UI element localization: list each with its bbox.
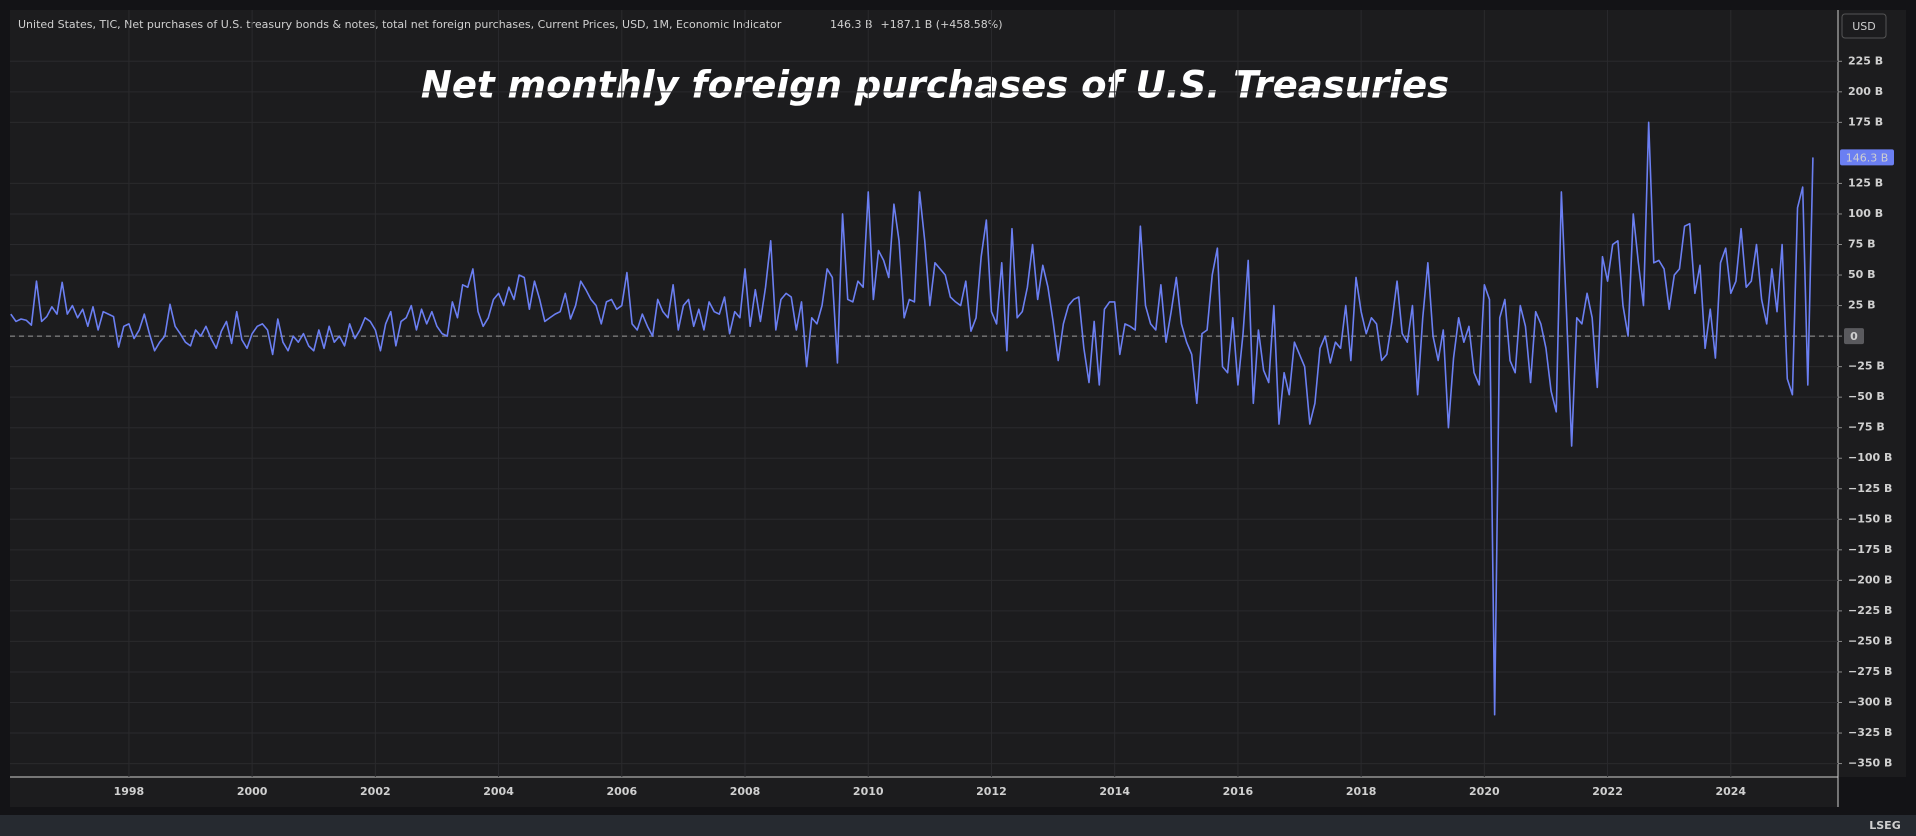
last-value-label: 146.3 B [1846,151,1889,164]
y-tick-label: 0 [1850,330,1858,343]
x-tick-label: 2004 [483,785,514,798]
y-tick-label: −225 B [1848,604,1892,617]
x-tick-label: 2012 [976,785,1007,798]
y-tick-label: −350 B [1848,757,1892,770]
price-axis-area [1838,10,1906,777]
y-tick-label: −150 B [1848,512,1892,525]
y-tick-label: 200 B [1848,85,1883,98]
y-tick-label: 175 B [1848,115,1883,128]
x-tick-label: 2018 [1346,785,1377,798]
y-tick-label: 125 B [1848,176,1883,189]
y-tick-label: −275 B [1848,665,1892,678]
y-tick-label: 25 B [1848,299,1876,312]
plot-area [10,10,1838,777]
x-tick-label: 2024 [1715,785,1746,798]
data-line [10,121,1814,716]
y-tick-label: −75 B [1848,421,1885,434]
y-tick-label: −200 B [1848,573,1892,586]
x-tick-label: 1998 [114,785,145,798]
currency-button[interactable] [1841,13,1887,39]
y-tick-label: −300 B [1848,695,1892,708]
x-tick-label: 2010 [853,785,884,798]
x-tick-label: 2016 [1223,785,1254,798]
y-tick-label: −50 B [1848,390,1885,403]
y-tick-label: −250 B [1848,634,1892,647]
y-tick-label: 75 B [1848,237,1876,250]
x-tick-label: 2006 [606,785,637,798]
y-tick-label: 50 B [1848,268,1876,281]
x-tick-label: 2008 [730,785,761,798]
series-header: United States, TIC, Net purchases of U.S… [18,18,782,31]
y-tick-label: −125 B [1848,482,1892,495]
header-last-value: 146.3 B [830,18,873,31]
x-tick-label: 2014 [1099,785,1130,798]
zero-badge [1844,328,1864,345]
last-value-badge [1840,149,1894,166]
x-tick-label: 2000 [237,785,268,798]
chart-title: Net monthly foreign purchases of U.S. Tr… [421,64,1449,107]
time-axis-area [10,777,1838,807]
currency-label[interactable]: USD [1852,20,1876,33]
x-tick-label: 2022 [1592,785,1623,798]
footer-bar [0,815,1916,836]
brand-logo: LSEG [1869,819,1900,832]
y-tick-label: −100 B [1848,451,1892,464]
x-tick-label: 2002 [360,785,391,798]
y-tick-label: −25 B [1848,360,1885,373]
y-tick-label: 100 B [1848,207,1883,220]
y-tick-label: −175 B [1848,543,1892,556]
y-tick-label: 225 B [1848,54,1883,67]
header-change: +187.1 B (+458.58%) [881,18,1003,31]
x-tick-label: 2020 [1469,785,1500,798]
y-tick-label: −325 B [1848,726,1892,739]
